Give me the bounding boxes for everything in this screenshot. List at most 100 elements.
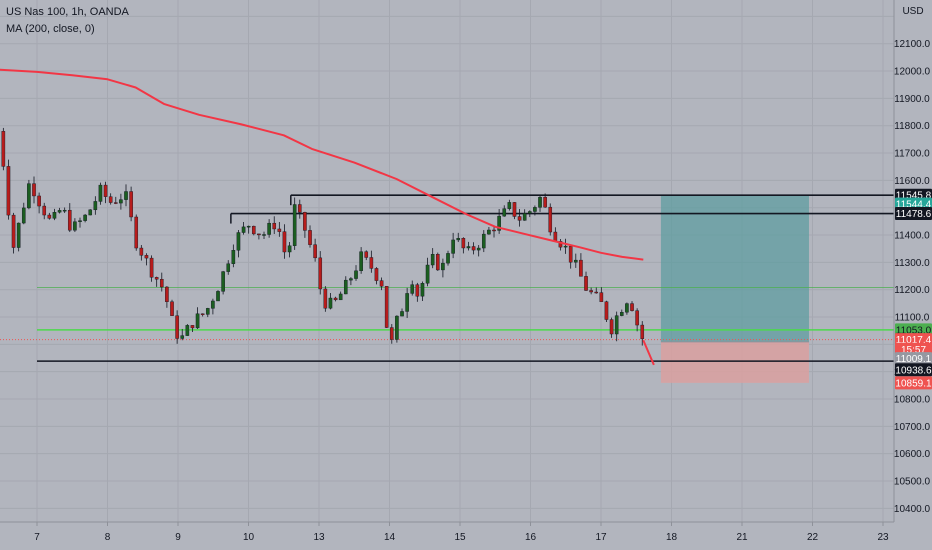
candle-body	[144, 255, 149, 259]
candle-body	[62, 209, 67, 212]
candle-body	[328, 297, 333, 309]
candle-body	[52, 212, 57, 219]
candle-body	[113, 202, 118, 204]
price-tick-label: 11300.0	[894, 258, 930, 269]
price-tag-label: 11544.4	[896, 200, 932, 211]
candle-body	[364, 251, 369, 258]
candle-body	[221, 271, 225, 292]
candle-body	[619, 312, 624, 316]
price-tick-label: 11900.0	[894, 94, 930, 105]
position-box[interactable]	[660, 195, 809, 383]
time-tick-label: 17	[595, 532, 607, 543]
candle-body	[456, 238, 461, 241]
price-tick-label: 10400.0	[894, 504, 931, 515]
candle-body	[139, 247, 144, 256]
candle-body	[27, 183, 31, 209]
candle-body	[216, 291, 220, 302]
candle-body	[625, 303, 629, 313]
candle-body	[47, 214, 52, 219]
candle-body	[57, 210, 62, 213]
candle-body	[37, 195, 41, 207]
candle-body	[226, 263, 231, 272]
candle-body	[568, 245, 573, 263]
time-axis-bg	[0, 522, 932, 550]
candle-body	[338, 293, 343, 301]
candle-body	[522, 213, 527, 221]
candle-body	[175, 315, 179, 339]
time-tick-label: 10	[243, 532, 255, 543]
candle-body	[282, 231, 287, 253]
price-tag-label: 10938.6	[895, 365, 932, 376]
price-tag-label: 10859.1	[895, 378, 932, 389]
candle-body	[441, 262, 445, 271]
candle-body	[420, 283, 425, 297]
symbol-title[interactable]: US Nas 100, 1h, OANDA	[6, 6, 130, 18]
candle-body	[349, 278, 353, 281]
price-tick-label: 11600.0	[894, 176, 930, 187]
candle-body	[635, 310, 639, 326]
candle-body	[579, 259, 583, 277]
candle-body	[543, 196, 547, 208]
candle-body	[487, 229, 491, 235]
time-tick-label: 15	[454, 532, 466, 543]
price-axis-bg	[894, 0, 932, 550]
candle-body	[303, 212, 307, 231]
candle-body	[323, 288, 328, 309]
candles	[0, 127, 645, 346]
candle-body	[159, 279, 164, 288]
candle-body	[446, 253, 450, 264]
candle-body	[374, 268, 379, 281]
currency-label: USD	[902, 6, 923, 17]
candle-body	[599, 292, 604, 302]
projection-arrow[interactable]	[642, 339, 655, 366]
price-tick-label: 11100.0	[895, 313, 930, 324]
candle-body	[609, 319, 614, 335]
time-tick-label: 7	[34, 532, 40, 543]
candle-body	[538, 196, 542, 208]
candle-body	[410, 284, 415, 294]
candle-body	[83, 214, 87, 221]
candle-body	[190, 325, 195, 329]
candle-body	[205, 308, 210, 315]
candle-body	[149, 257, 154, 278]
price-tag-label: 11017.4	[896, 335, 932, 346]
price-tick-label: 10600.0	[894, 449, 931, 460]
candle-body	[548, 206, 553, 233]
candle-body	[93, 201, 98, 211]
moving-average	[0, 68, 644, 261]
price-axis[interactable]: USD 10400.0 10500.0 10600.0 10700.0 10800.0 1…	[893, 0, 932, 550]
candle-body	[451, 239, 455, 254]
candle-body	[1, 131, 6, 167]
candle-body	[241, 226, 246, 233]
candle-body	[400, 311, 404, 317]
loss-zone	[660, 341, 809, 383]
indicator-label[interactable]: MA (200, close, 0)	[6, 23, 95, 35]
candle-body	[119, 199, 123, 204]
candle-body	[502, 208, 507, 217]
time-tick-label: 9	[175, 532, 181, 543]
candle-body	[73, 221, 77, 231]
price-tick-label: 11400.0	[894, 231, 930, 242]
candle-body	[481, 233, 486, 249]
candle-body	[425, 264, 430, 284]
candle-body	[180, 335, 185, 339]
candle-body	[630, 303, 634, 311]
candle-body	[359, 251, 363, 272]
horizontal-levels[interactable]	[0, 194, 894, 362]
chart-legend[interactable]: US Nas 100, 1h, OANDA MA (200, close, 0)	[6, 6, 130, 35]
candle-body	[558, 241, 563, 248]
price-tag	[895, 376, 932, 390]
candle-body	[267, 222, 271, 235]
candle-body	[277, 228, 282, 232]
time-ticks: 7 8 9 10 13 14 15 16 17 18 21 22 23	[34, 522, 889, 543]
price-tag-label: 11545.8	[896, 191, 932, 202]
candle-body	[573, 259, 578, 263]
candle-body	[236, 232, 241, 251]
price-tick-label: 10500.0	[894, 477, 931, 488]
candle-body	[461, 238, 466, 249]
time-tick-label: 21	[736, 532, 748, 543]
time-axis[interactable]: 7 8 9 10 13 14 15 16 17 18 21 22 23	[0, 521, 932, 550]
candle-body	[108, 196, 113, 203]
candle-body	[594, 291, 599, 294]
